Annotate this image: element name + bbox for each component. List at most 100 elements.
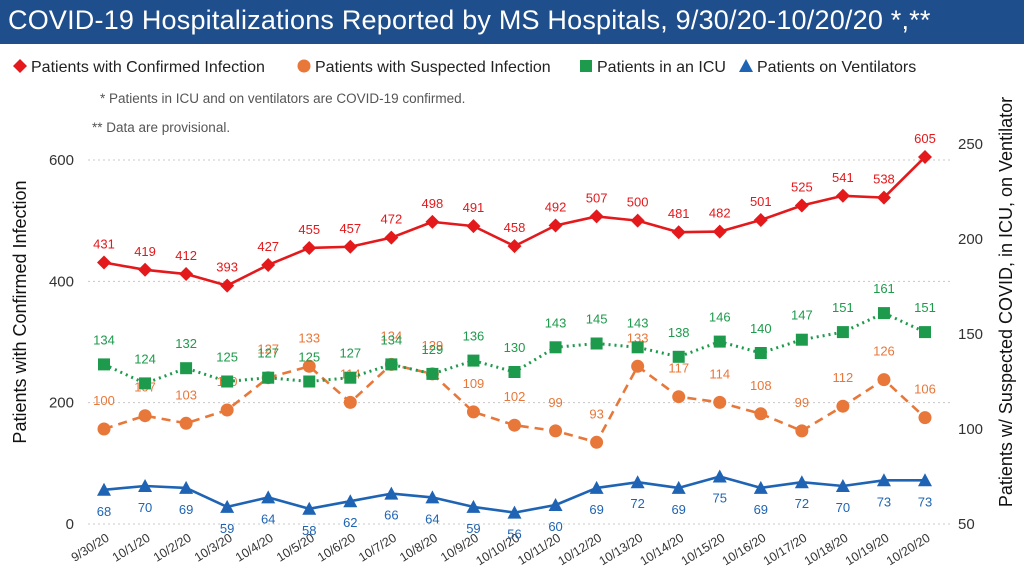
x-tick-label: 10/20/20 — [884, 531, 933, 569]
data-label: 500 — [627, 195, 649, 210]
data-point — [138, 409, 152, 423]
data-point — [179, 480, 194, 494]
data-point — [97, 482, 111, 496]
data-point — [303, 375, 316, 388]
data-label: 419 — [134, 244, 156, 259]
data-point — [425, 490, 440, 504]
legend-entry: Patients in an ICU — [597, 59, 726, 76]
data-label: 72 — [795, 496, 809, 511]
data-label: 455 — [298, 222, 320, 237]
data-point — [580, 60, 592, 72]
data-label: 69 — [589, 502, 603, 517]
x-tick-label: 10/12/20 — [555, 531, 604, 569]
data-point — [343, 239, 358, 254]
x-tick-label: 10/19/20 — [843, 531, 892, 569]
data-label: 393 — [216, 260, 238, 275]
y2-tick-label: 250 — [958, 136, 983, 153]
data-point — [261, 490, 276, 504]
data-label: 457 — [339, 221, 361, 236]
data-point — [344, 371, 357, 384]
data-label: 103 — [175, 387, 197, 402]
y2-tick-label: 50 — [958, 516, 975, 533]
data-label: 72 — [630, 496, 644, 511]
data-label: 62 — [343, 515, 357, 530]
data-point — [297, 59, 311, 73]
data-point — [548, 498, 563, 511]
legend-entry: Patients with Suspected Infection — [315, 59, 551, 76]
data-label: 100 — [93, 393, 115, 408]
data-point — [507, 239, 522, 254]
data-point — [220, 499, 235, 513]
footnote-icu: * Patients in ICU and on ventilators are… — [100, 91, 465, 106]
data-point — [712, 469, 727, 483]
data-label: 147 — [791, 308, 813, 323]
data-point — [631, 359, 645, 373]
data-point — [139, 377, 152, 390]
data-point — [384, 486, 399, 500]
data-point — [179, 267, 194, 282]
x-tick-label: 10/8/20 — [397, 531, 440, 565]
data-label: 145 — [586, 312, 608, 327]
data-label: 161 — [873, 281, 895, 296]
series-2: 134 124 132 125 127 125 127 134 129 136 130 143 145 1… — [93, 281, 936, 390]
data-point — [877, 307, 890, 320]
data-point — [589, 209, 604, 224]
data-point — [426, 367, 439, 380]
data-point — [795, 333, 808, 346]
data-label: 427 — [257, 239, 279, 254]
data-point — [548, 218, 563, 233]
data-point — [302, 359, 316, 373]
data-label: 134 — [380, 332, 402, 347]
data-label: 93 — [589, 406, 603, 421]
data-point — [712, 224, 727, 239]
data-point — [836, 399, 850, 413]
legend: Patients with Confirmed Infection Patient… — [13, 59, 916, 76]
x-tick-label: 10/18/20 — [802, 531, 851, 569]
data-point — [466, 219, 481, 234]
data-point — [467, 354, 480, 367]
y-tick-label: 600 — [49, 152, 74, 169]
x-tick-label: 10/2/20 — [151, 531, 194, 565]
data-point — [508, 366, 521, 378]
data-point — [754, 407, 768, 421]
data-label: 130 — [504, 340, 526, 355]
data-point — [794, 198, 809, 213]
axes: 0200400600501001502002509/30/2010/1/2010… — [10, 97, 1016, 568]
data-label: 151 — [914, 300, 936, 315]
data-label: 127 — [257, 346, 279, 361]
data-label: 70 — [138, 500, 152, 515]
legend-entry: Patients on Ventilators — [757, 59, 916, 76]
data-label: 498 — [422, 196, 444, 211]
data-label: 75 — [713, 491, 727, 506]
data-point — [590, 435, 604, 449]
data-label: 492 — [545, 200, 567, 215]
data-point — [180, 362, 193, 375]
data-point — [753, 213, 768, 228]
data-label: 132 — [175, 336, 197, 351]
data-label: 70 — [836, 500, 850, 515]
data-point — [713, 395, 727, 409]
x-tick-label: 9/30/20 — [69, 531, 112, 565]
data-point — [385, 358, 398, 371]
data-label: 133 — [298, 330, 320, 345]
data-label: 126 — [873, 344, 895, 359]
data-label: 69 — [671, 502, 685, 517]
data-label: 64 — [425, 511, 439, 526]
data-label: 501 — [750, 194, 772, 209]
data-label: 134 — [93, 332, 115, 347]
data-label: 114 — [709, 366, 730, 381]
data-point — [262, 371, 275, 384]
data-label: 117 — [668, 361, 689, 376]
data-label: 482 — [709, 206, 731, 221]
data-label: 73 — [918, 494, 932, 509]
data-label: 143 — [545, 315, 567, 330]
data-point — [549, 341, 562, 354]
data-point — [589, 480, 604, 494]
data-label: 143 — [627, 315, 649, 330]
gridlines — [88, 159, 950, 525]
data-label: 60 — [548, 519, 562, 534]
data-label: 58 — [302, 523, 316, 538]
data-label: 136 — [463, 329, 485, 344]
y-tick-label: 0 — [66, 516, 74, 533]
